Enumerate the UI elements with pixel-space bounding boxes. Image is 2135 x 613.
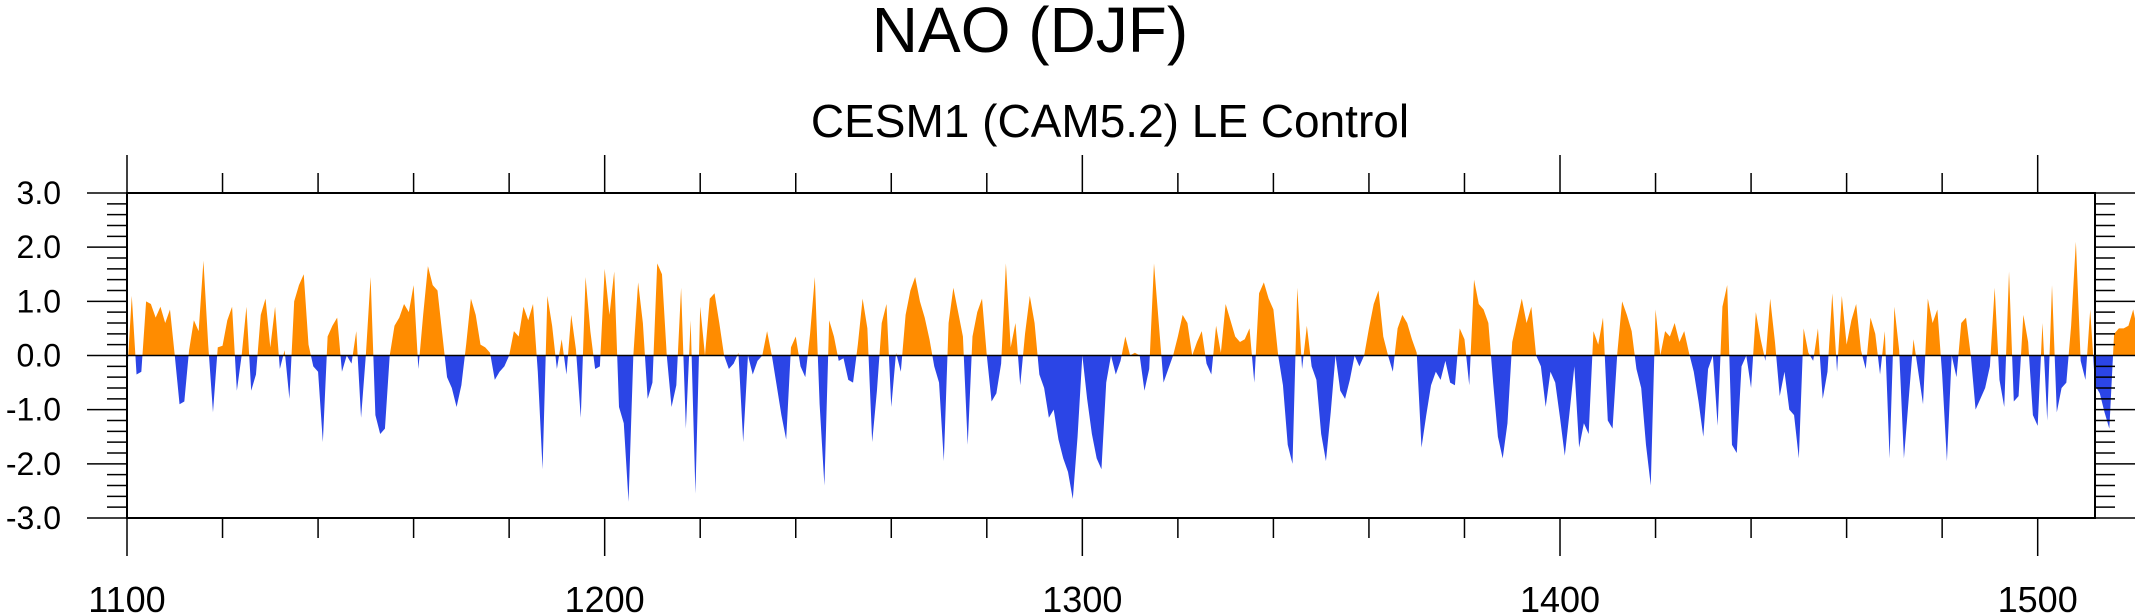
x-tick-label: 1100 <box>88 579 165 613</box>
positive-anomaly-area <box>127 241 2135 356</box>
x-axis-tick-labels: 1100 1200 1300 1400 1500 <box>88 579 2077 613</box>
y-tick-label: -1.0 <box>6 392 61 428</box>
y-tick-label: 2.0 <box>17 229 61 265</box>
series-fills <box>127 241 2135 502</box>
y-tick-label: 3.0 <box>17 175 61 211</box>
x-tick-label: 1500 <box>1998 579 2078 613</box>
chart-subtitle: CESM1 (CAM5.2) LE Control <box>811 95 1409 147</box>
y-tick-label: -2.0 <box>6 446 61 482</box>
y-axis-tick-labels: -3.0 -2.0 -1.0 0.0 1.0 2.0 3.0 <box>6 175 61 536</box>
x-tick-label: 1300 <box>1042 579 1122 613</box>
plot-area: -3.0 -2.0 -1.0 0.0 1.0 2.0 3.0 1100 1200 1300 140… <box>6 155 2135 613</box>
x-tick-label: 1400 <box>1520 579 1600 613</box>
axis-ticks <box>87 155 2135 556</box>
y-tick-label: -3.0 <box>6 500 61 536</box>
x-tick-label: 1200 <box>565 579 645 613</box>
y-tick-label: 0.0 <box>17 338 61 374</box>
chart-title: NAO (DJF) <box>872 0 1188 66</box>
negative-anomaly-area <box>127 355 2135 502</box>
y-tick-label: 1.0 <box>17 283 61 319</box>
